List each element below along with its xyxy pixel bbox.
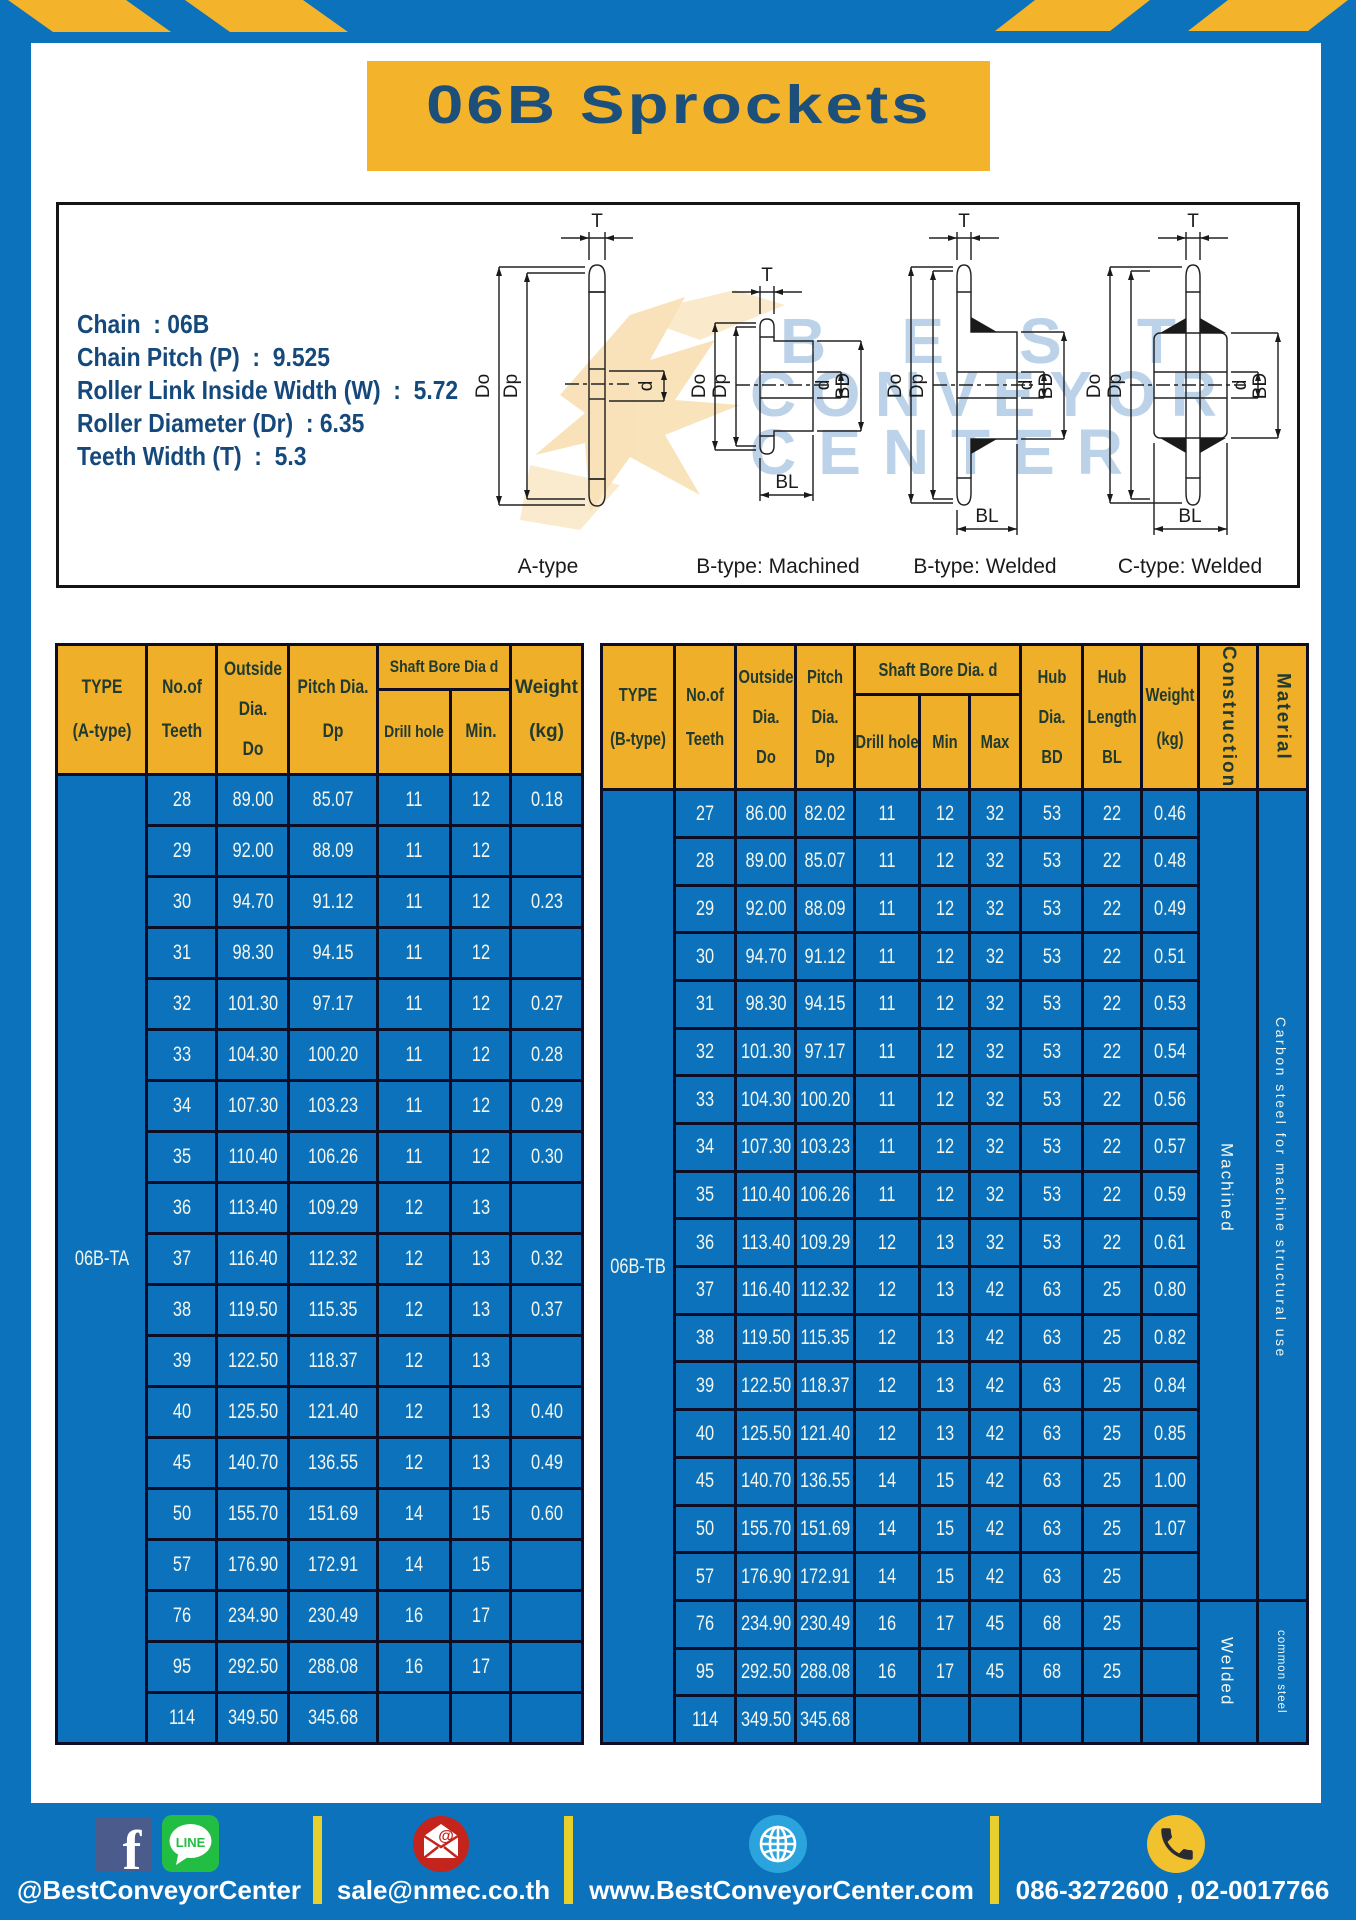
svg-text:d: d (1016, 380, 1037, 391)
svg-text:C-type: Welded: C-type: Welded (1118, 555, 1262, 578)
svg-text:d: d (813, 380, 834, 391)
svg-text:A-type: A-type (518, 555, 579, 578)
svg-text:Dp: Dp (907, 374, 928, 398)
svg-text:BL: BL (775, 472, 798, 493)
svg-text:Do: Do (885, 374, 906, 398)
svg-text:Dp: Dp (710, 374, 731, 398)
svg-text:LINE: LINE (176, 1835, 206, 1850)
svg-text:BD: BD (1250, 373, 1271, 399)
svg-text:Do: Do (689, 374, 710, 398)
svg-text:d: d (636, 381, 657, 392)
svg-text:T: T (761, 265, 773, 286)
svg-text:d: d (1230, 380, 1251, 391)
svg-text:T: T (958, 211, 970, 232)
svg-text:T: T (591, 211, 603, 232)
svg-text:Do: Do (1084, 374, 1105, 398)
svg-text:Dp: Dp (1105, 374, 1126, 398)
svg-text:Dp: Dp (501, 374, 522, 398)
svg-text:BL: BL (1178, 506, 1201, 527)
svg-text:f: f (123, 1820, 143, 1882)
svg-text:B-type: Machined: B-type: Machined (696, 555, 859, 578)
svg-text:T: T (1187, 211, 1199, 232)
svg-text:B-type: Welded: B-type: Welded (913, 555, 1056, 578)
svg-text:BL: BL (975, 506, 998, 527)
svg-text:BD: BD (1036, 373, 1057, 399)
svg-text:@: @ (438, 1828, 454, 1845)
svg-text:BD: BD (833, 373, 854, 399)
svg-text:Do: Do (473, 374, 494, 398)
